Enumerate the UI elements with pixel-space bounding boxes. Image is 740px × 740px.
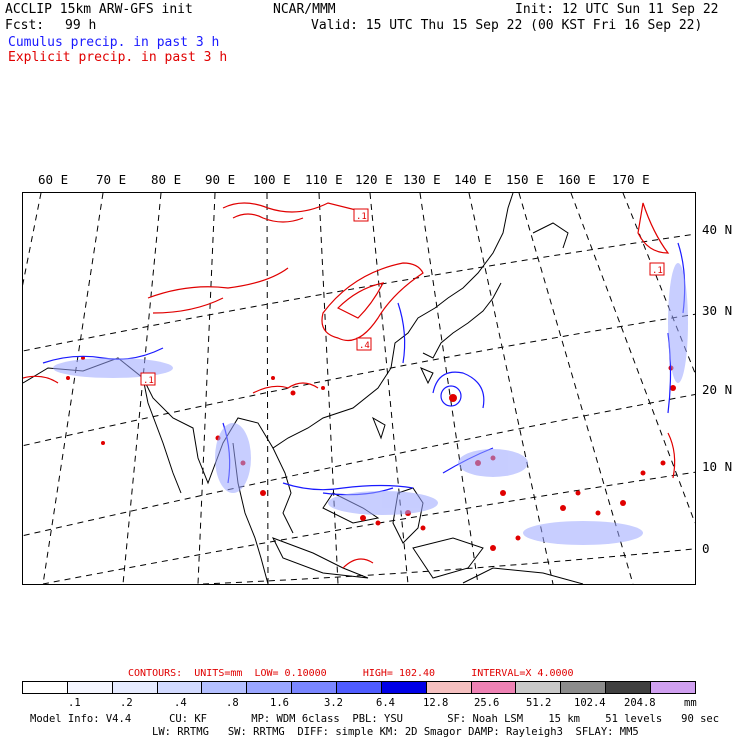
lat-label: 40 N	[702, 222, 733, 237]
lat-label: 0	[702, 541, 710, 556]
colorbar-swatch-14	[651, 682, 695, 693]
colorbar-tick: 12.8	[423, 697, 449, 709]
footer-line-1: Model Info: V4.4 CU: KF MP: WDM 6class P…	[30, 713, 720, 725]
colorbar-tick: 51.2	[526, 697, 552, 709]
max-marker-label: .4	[359, 341, 370, 351]
precipitation-map: .1 .4 .1 .1	[0, 192, 704, 585]
model-title: ACCLIP 15km ARW-GFS init	[5, 2, 193, 17]
contours-low: LOW= 0.10000	[254, 668, 327, 679]
colorbar-swatch-8	[381, 682, 427, 693]
lat-label: 30 N	[702, 303, 733, 318]
colorbar-tick: .8	[226, 697, 239, 709]
lon-label: 90 E	[205, 172, 236, 187]
lon-label: 110 E	[305, 172, 343, 187]
contours-high: HIGH= 102.40	[362, 668, 436, 679]
footer-line-2: LW: RRTMG SW: RRTMG DIFF: simple KM: 2D …	[152, 726, 639, 738]
contours-units: UNITS=mm	[194, 668, 243, 679]
colorbar-swatch-10	[471, 682, 517, 693]
lon-label: 80 E	[151, 172, 182, 187]
colorbar-swatch-11	[516, 682, 562, 693]
colorbar-swatch-5	[247, 682, 293, 693]
colorbar-swatch-4	[202, 682, 248, 693]
colorbar-swatch-0	[23, 682, 68, 693]
max-marker-label: .1	[143, 376, 154, 386]
latitude-graticule	[12, 232, 704, 585]
lon-label: 160 E	[558, 172, 596, 187]
coastlines	[22, 192, 584, 585]
lon-label: 60 E	[38, 172, 69, 187]
contours-interval: INTERVAL=X 4.0000	[471, 668, 574, 679]
colorbar-tick: 204.8	[624, 697, 656, 709]
colorbar-swatch-2	[112, 682, 158, 693]
forecast-hour: 99 h	[65, 18, 97, 33]
colorbar-swatch-7	[337, 682, 382, 693]
legend-explicit: Explicit precip. in past 3 h	[8, 50, 228, 65]
contours-label: CONTOURS:	[128, 668, 183, 679]
init-time: Init: 12 UTC Sun 11 Sep 22	[515, 2, 719, 17]
lon-label: 120 E	[355, 172, 393, 187]
lat-label: 10 N	[702, 459, 733, 474]
valid-time: Valid: 15 UTC Thu 15 Sep 22 (00 KST Fri …	[311, 18, 703, 33]
max-marker-label: .1	[652, 266, 663, 276]
cumulus-precip-shading	[53, 263, 688, 545]
colorbar-swatch-9	[426, 682, 472, 693]
colorbar-tick: 25.6	[474, 697, 500, 709]
colorbar	[22, 681, 696, 694]
lon-label: 150 E	[506, 172, 544, 187]
lon-label: 140 E	[454, 172, 492, 187]
explicit-precip-contours	[22, 202, 676, 569]
colorbar-tick: .2	[120, 697, 133, 709]
colorbar-tick: 102.4	[574, 697, 606, 709]
colorbar-swatch-6	[292, 682, 338, 693]
lon-label: 130 E	[403, 172, 441, 187]
colorbar-tick: 6.4	[376, 697, 395, 709]
colorbar-tick: 1.6	[270, 697, 289, 709]
lon-label: 70 E	[96, 172, 127, 187]
org-label: NCAR/MMM	[273, 2, 336, 17]
contours-info: CONTOURS: UNITS=mm LOW= 0.10000 HIGH= 10…	[128, 668, 574, 679]
colorbar-swatch-12	[561, 682, 607, 693]
colorbar-swatch-13	[606, 682, 652, 693]
colorbar-tick: 3.2	[324, 697, 343, 709]
map-canvas: .1 .4 .1 .1	[0, 192, 704, 585]
lon-label: 100 E	[253, 172, 291, 187]
colorbar-tick: .4	[174, 697, 187, 709]
colorbar-unit: mm	[684, 697, 697, 709]
colorbar-tick: .1	[68, 697, 81, 709]
lat-label: 20 N	[702, 382, 733, 397]
colorbar-swatch-1	[67, 682, 113, 693]
colorbar-swatch-3	[157, 682, 203, 693]
lon-label: 170 E	[612, 172, 650, 187]
max-marker-label: .1	[356, 212, 367, 222]
legend-cumulus: Cumulus precip. in past 3 h	[8, 35, 220, 50]
forecast-label: Fcst:	[5, 18, 45, 33]
max-markers: .1 .4 .1 .1	[140, 208, 665, 386]
